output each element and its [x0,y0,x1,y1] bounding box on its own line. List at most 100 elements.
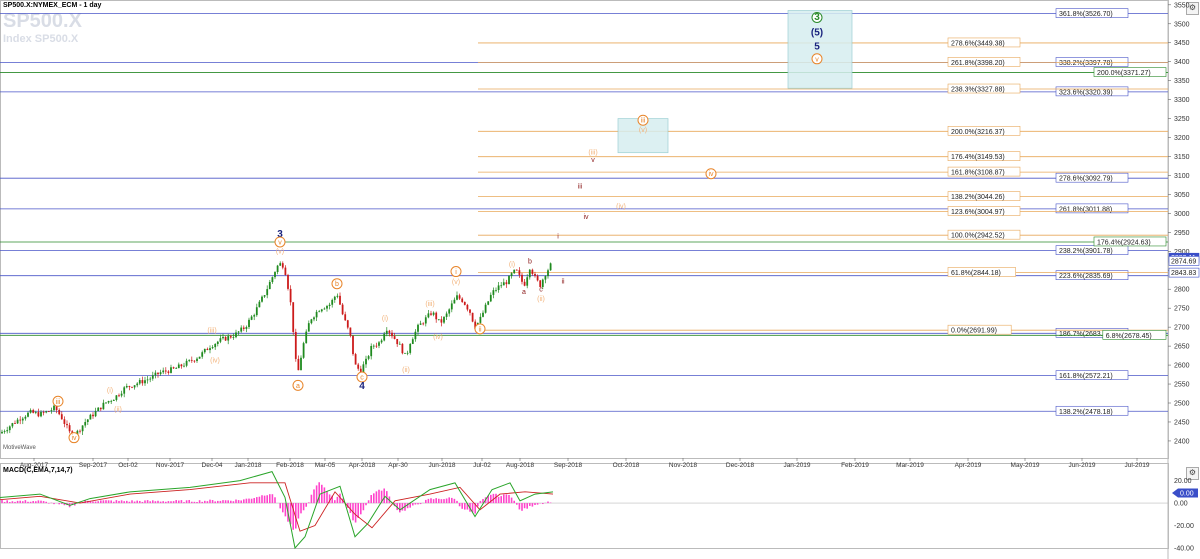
candle-body [508,276,510,285]
candle-body [29,410,32,413]
candle-body [367,356,370,359]
candle-body [339,295,341,305]
macd-bar [328,494,331,504]
macd-bar [63,503,66,506]
candle-body [424,317,427,324]
macd-bar [529,503,531,506]
macd-bar [139,500,141,504]
macd-tick-label: 0.00 [1174,501,1188,508]
x-tick-label: Apr-2019 [955,462,982,469]
wave-label: (iv) [616,204,626,211]
candle-body [242,327,245,329]
candle-body [294,331,297,359]
candle-body [414,331,417,340]
candle-body [209,348,211,351]
candle-body [240,327,243,332]
macd-bar [258,496,261,504]
candle-body [86,419,89,423]
candle-body [146,379,149,381]
macd-bar [152,500,154,504]
wave-circle [292,379,304,391]
wave-circle [356,371,368,383]
macd-bar [497,496,500,504]
candle-body [495,290,497,291]
x-tick-label: Oct-2018 [613,462,640,469]
candle-body [216,341,219,344]
macd-bar [516,503,518,505]
macd-bar [22,501,24,504]
x-tick-label: Jul-02 [473,462,491,469]
candle-body [463,301,466,305]
candle-body [8,426,11,431]
watermark-symbol: SP500.X [3,10,82,32]
macd-bar [32,501,34,504]
candle-body [154,372,157,376]
candle-body [378,342,380,346]
green-label-box [1102,330,1167,340]
macd-bar [19,500,21,504]
candle-body [151,375,154,379]
macd-bar [360,503,362,515]
macd-bar [58,503,60,505]
macd-bar [440,499,443,504]
macd-bar [347,503,349,508]
candle-body [320,309,323,312]
macd-bar [146,500,149,504]
candle-body [224,336,227,341]
candle-body [427,313,430,318]
target-zone [787,10,853,89]
candle-body [297,358,300,371]
macd-settings-icon[interactable]: ⚙ [1186,467,1199,480]
macd-bar [53,503,55,505]
macd-bar [313,489,315,504]
macd-bar [79,501,81,504]
candle-body [66,423,68,426]
x-tick-label: Jun-2019 [1068,462,1095,469]
macd-bar [471,503,474,513]
candle-body [258,301,261,308]
settings-icon[interactable]: ⚙ [1186,2,1199,15]
level-label: 238.2%(3901.78) [1059,248,1113,255]
macd-bar [42,501,45,504]
macd-bar [35,501,37,504]
macd-bar [162,501,164,504]
y-tick-label: 2600 [1174,363,1190,370]
macd-bar [118,500,120,504]
macd-line [0,471,554,550]
candle-body [500,285,503,287]
y-tick-label: 2500 [1174,401,1190,408]
candle-body [287,274,289,289]
candle-body [362,364,365,373]
y-tick-label: 2650 [1174,344,1190,351]
macd-bar [37,500,40,504]
y-tick-label: 3200 [1174,135,1190,142]
macd-bar [417,503,419,505]
candle-body [193,360,196,362]
candle-body [68,425,71,432]
y-tick-label: 2400 [1174,438,1190,445]
candle-body [229,336,232,338]
macd-bar [128,501,131,504]
candle-body [372,345,375,347]
candle-body [110,400,113,402]
candle-body [81,425,84,432]
macd-bar [11,501,14,504]
candle-body [513,269,516,274]
candle-body [102,402,105,410]
level-label: 323.6%(3320.39) [1059,89,1113,96]
macd-tick-label: -20.00 [1174,523,1194,530]
candle-body [133,385,136,388]
candle-body [396,338,399,345]
wave-label: iii [641,118,646,125]
candle-body [92,414,94,417]
candle-body [528,269,531,278]
candle-body [521,274,523,282]
macd-bar [180,500,183,504]
macd-bar [427,498,430,504]
candle-body [547,270,549,277]
x-tick-label: Mar-05 [315,462,336,469]
candle-body [401,343,404,354]
candle-body [326,306,328,309]
wave-label: a [522,289,526,296]
candle-body [232,337,235,338]
